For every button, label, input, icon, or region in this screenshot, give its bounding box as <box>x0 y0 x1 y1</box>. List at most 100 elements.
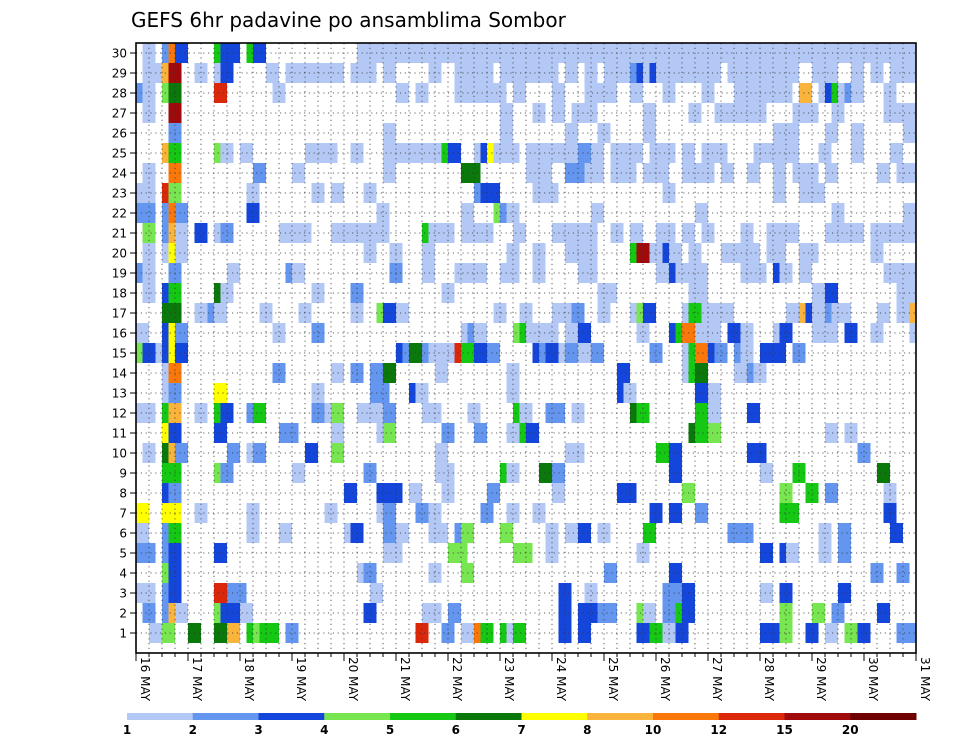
heatmap-cell <box>363 603 377 623</box>
heatmap-cell <box>383 423 396 443</box>
colorbar-segment <box>390 713 457 720</box>
heatmap-cell <box>506 243 520 263</box>
heatmap-cell <box>799 263 812 283</box>
heatmap-cell <box>376 483 390 503</box>
heatmap-cell <box>584 263 598 283</box>
heatmap-cell <box>708 383 721 403</box>
heatmap-cell <box>799 43 812 63</box>
y-tick-label: 3 <box>119 587 127 601</box>
heatmap-cell <box>292 163 305 183</box>
heatmap-cell <box>669 463 682 483</box>
heatmap-cell <box>383 43 396 63</box>
heatmap-cell <box>311 323 325 343</box>
heatmap-cell <box>604 563 617 583</box>
heatmap-cell <box>851 123 864 143</box>
heatmap-cell <box>136 503 149 523</box>
heatmap-cell <box>253 43 266 63</box>
heatmap-cell <box>311 383 325 403</box>
heatmap-cell <box>532 263 546 283</box>
heatmap-cell <box>643 603 656 623</box>
heatmap-cell <box>565 43 578 63</box>
heatmap-cell <box>467 83 481 103</box>
colorbar: 1 2 3 4 5 6 7 8 10 12 15 20 <box>123 713 917 737</box>
heatmap-cell <box>331 63 344 83</box>
heatmap-cell <box>565 143 578 163</box>
heatmap-cell <box>383 363 396 383</box>
heatmap-cell <box>396 523 409 543</box>
heatmap-cell <box>493 83 507 103</box>
heatmap-cell <box>435 363 448 383</box>
colorbar-label: 20 <box>842 723 859 737</box>
heatmap-cell <box>565 343 578 363</box>
heatmap-cell <box>695 63 708 83</box>
heatmap-cell <box>734 83 747 103</box>
heatmap-cell <box>604 603 617 623</box>
heatmap-cell <box>708 423 721 443</box>
heatmap-cell <box>844 323 858 343</box>
heatmap-cell <box>851 143 864 163</box>
heatmap-cell <box>376 383 390 403</box>
heatmap-cell <box>740 343 754 363</box>
heatmap-cell <box>617 363 630 383</box>
heatmap-cell <box>851 223 864 243</box>
heatmap-cell <box>656 163 669 183</box>
heatmap-cell <box>175 43 188 63</box>
heatmap-cell <box>643 103 656 123</box>
heatmap-cell <box>838 43 851 63</box>
heatmap-cell <box>487 483 500 503</box>
y-tick-label: 27 <box>112 107 127 121</box>
heatmap-cell <box>890 263 903 283</box>
heatmap-cell <box>779 583 793 603</box>
heatmap-cell <box>760 43 773 63</box>
heatmap-cell <box>493 143 507 163</box>
y-tick-label: 24 <box>112 167 127 181</box>
heatmap-cell <box>838 583 851 603</box>
heatmap-cell <box>844 623 858 643</box>
colorbar-label: 7 <box>517 723 525 737</box>
heatmap-cell <box>396 43 409 63</box>
y-tick-label: 4 <box>119 567 127 581</box>
heatmap-cell <box>786 503 799 523</box>
heatmap-cell <box>506 503 520 523</box>
heatmap-cell <box>539 463 552 483</box>
heatmap-cell <box>285 623 299 643</box>
heatmap-cell <box>344 483 357 503</box>
heatmap-cell <box>760 583 773 603</box>
heatmap-cell <box>214 83 227 103</box>
heatmap-cell <box>545 343 559 363</box>
heatmap-cell <box>142 203 156 223</box>
heatmap-cell <box>747 43 760 63</box>
heatmap-cell <box>357 43 370 63</box>
heatmap-cell <box>649 623 663 643</box>
x-tick-label: 17 MAY <box>190 657 204 702</box>
heatmap-cell <box>786 123 799 143</box>
heatmap-cell <box>474 423 487 443</box>
heatmap-cell <box>383 523 396 543</box>
heatmap-cell <box>227 43 240 63</box>
y-tick-label: 16 <box>112 327 127 341</box>
heatmap-cell <box>851 43 864 63</box>
heatmap-cell <box>136 523 149 543</box>
heatmap-cell <box>766 623 780 643</box>
heatmap-cell <box>331 443 344 463</box>
y-axis-ticks: 1234567891011121314151617181920212223242… <box>112 47 136 641</box>
heatmap-cell <box>428 223 442 243</box>
y-tick-label: 17 <box>112 307 127 321</box>
y-tick-label: 22 <box>112 207 127 221</box>
heatmap-cell <box>383 303 396 323</box>
heatmap-cell <box>695 423 708 443</box>
heatmap-cell <box>422 243 435 263</box>
heatmap-cell <box>253 163 266 183</box>
heatmap-cell <box>331 403 344 423</box>
heatmap-cell <box>292 463 305 483</box>
heatmap-cell <box>857 623 871 643</box>
heatmap-cell <box>909 303 916 323</box>
heatmap-cell <box>214 383 227 403</box>
heatmap-cell <box>526 163 539 183</box>
y-tick-label: 21 <box>112 227 127 241</box>
heatmap-cell <box>838 303 851 323</box>
heatmap-cell <box>175 243 188 263</box>
heatmap-cell <box>415 383 429 403</box>
heatmap-cell <box>454 83 468 103</box>
colorbar-segment <box>455 713 522 720</box>
